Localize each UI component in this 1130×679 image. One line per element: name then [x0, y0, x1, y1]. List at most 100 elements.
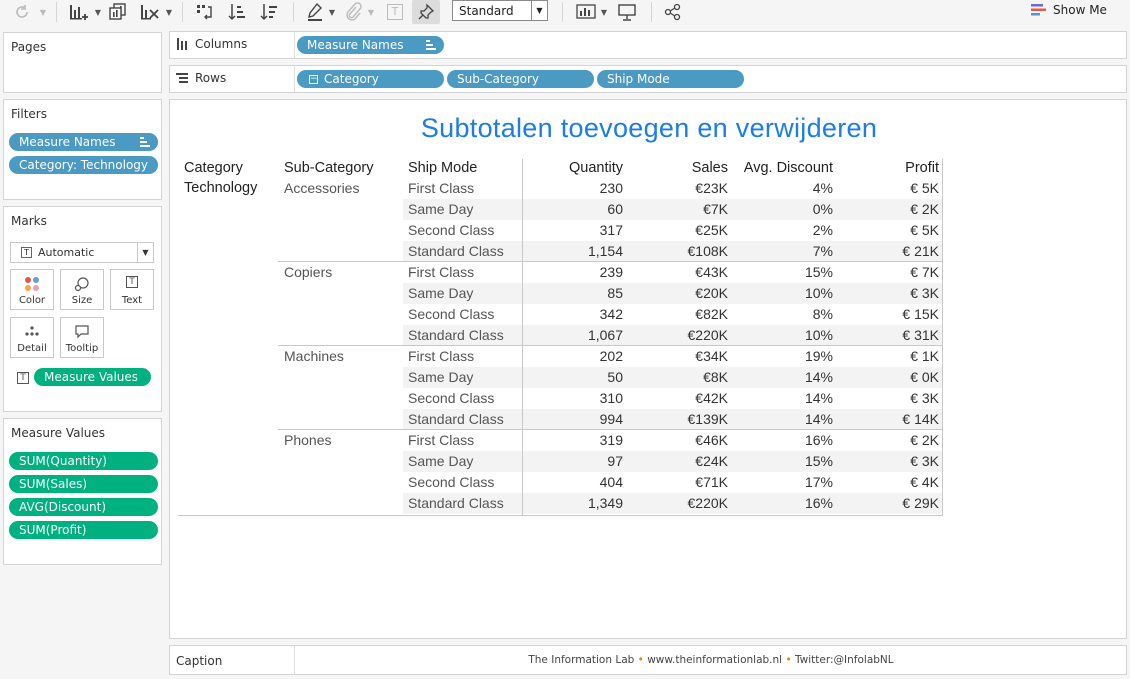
sales-cell[interactable]: €82K	[695, 306, 728, 322]
quantity-cell[interactable]: 342	[599, 306, 623, 322]
quantity-cell[interactable]: 994	[599, 411, 623, 427]
text-card[interactable]: T Text	[110, 269, 154, 310]
quantity-cell[interactable]: 60	[607, 201, 623, 217]
ship-mode-cell[interactable]: Second Class	[408, 222, 495, 238]
profit-cell[interactable]: € 2K	[910, 432, 939, 448]
profit-cell[interactable]: € 5K	[910, 222, 939, 238]
sales-cell[interactable]: €25K	[695, 222, 728, 238]
ship-mode-cell[interactable]: First Class	[408, 432, 475, 448]
color-card[interactable]: Color	[10, 269, 54, 310]
header-sub-category[interactable]: Sub-Category	[284, 160, 374, 176]
discount-cell[interactable]: 17%	[804, 474, 833, 490]
sub-category-cell[interactable]: Machines	[284, 348, 344, 364]
ship-mode-cell[interactable]: Standard Class	[408, 495, 504, 511]
sales-cell[interactable]: €42K	[695, 390, 728, 406]
profit-cell[interactable]: € 0K	[910, 369, 939, 385]
discount-cell[interactable]: 4%	[812, 180, 833, 196]
clear-sheet-dropdown-icon[interactable]: ▼	[165, 7, 173, 17]
discount-cell[interactable]: 7%	[812, 243, 833, 259]
discount-cell[interactable]: 16%	[804, 432, 833, 448]
sub-category-cell[interactable]: Copiers	[284, 264, 333, 280]
sales-cell[interactable]: €71K	[695, 474, 728, 490]
quantity-cell[interactable]: 97	[607, 453, 623, 469]
ship-mode-cell[interactable]: Standard Class	[408, 327, 504, 343]
profit-cell[interactable]: € 21K	[902, 243, 939, 259]
profit-cell[interactable]: € 4K	[910, 474, 939, 490]
quantity-cell[interactable]: 50	[607, 369, 623, 385]
rows-pill-category[interactable]: − Category	[297, 70, 444, 88]
header-quantity[interactable]: Quantity	[569, 160, 623, 176]
mark-type-select[interactable]: T Automatic ▼	[10, 242, 154, 263]
filters-shelf[interactable]: Filters Measure Names Category: Technolo…	[3, 99, 162, 200]
group-members-icon[interactable]	[343, 2, 363, 22]
ship-mode-cell[interactable]: Second Class	[408, 390, 495, 406]
quantity-cell[interactable]: 404	[599, 474, 623, 490]
ship-mode-cell[interactable]: Standard Class	[408, 243, 504, 259]
sales-cell[interactable]: €108K	[687, 243, 728, 259]
profit-cell[interactable]: € 3K	[910, 390, 939, 406]
quantity-cell[interactable]: 202	[599, 348, 623, 364]
quantity-cell[interactable]: 310	[599, 390, 623, 406]
sales-cell[interactable]: €220K	[687, 495, 728, 511]
profit-cell[interactable]: € 15K	[902, 306, 939, 322]
show-mark-labels-icon[interactable]: T	[385, 2, 405, 22]
discount-cell[interactable]: 14%	[804, 411, 833, 427]
sort-ascending-icon[interactable]	[226, 2, 248, 22]
ship-mode-cell[interactable]: First Class	[408, 264, 475, 280]
profit-cell[interactable]: € 31K	[902, 327, 939, 343]
profit-cell[interactable]: € 2K	[910, 201, 939, 217]
detail-card[interactable]: Detail	[10, 317, 54, 358]
header-sales[interactable]: Sales	[691, 160, 728, 176]
profit-cell[interactable]: € 3K	[910, 285, 939, 301]
filter-pill-category[interactable]: Category: Technology	[9, 156, 158, 174]
sub-category-cell[interactable]: Accessories	[284, 180, 360, 196]
header-category[interactable]: Category	[184, 160, 243, 176]
discount-cell[interactable]: 15%	[804, 453, 833, 469]
quantity-cell[interactable]: 239	[599, 264, 623, 280]
columns-pill-measure-names[interactable]: Measure Names	[297, 36, 444, 54]
discount-cell[interactable]: 19%	[804, 348, 833, 364]
measure-pill-quantity[interactable]: SUM(Quantity)	[9, 452, 158, 470]
profit-cell[interactable]: € 14K	[902, 411, 939, 427]
sub-category-cell[interactable]: Phones	[284, 432, 332, 448]
clear-sheet-icon[interactable]	[138, 2, 162, 22]
discount-cell[interactable]: 14%	[804, 369, 833, 385]
discount-cell[interactable]: 10%	[804, 285, 833, 301]
columns-shelf[interactable]: Columns Measure Names	[169, 31, 1127, 59]
sales-cell[interactable]: €34K	[695, 348, 728, 364]
group-dropdown-icon[interactable]: ▼	[367, 7, 375, 17]
sales-cell[interactable]: €220K	[687, 327, 728, 343]
filter-pill-measure-names[interactable]: Measure Names	[9, 133, 158, 151]
quantity-cell[interactable]: 1,154	[587, 243, 623, 259]
sort-descending-icon[interactable]	[258, 2, 280, 22]
show-hide-cards-icon[interactable]	[574, 2, 598, 22]
header-profit[interactable]: Profit	[905, 160, 939, 176]
fit-select[interactable]: Standard ▼	[452, 0, 548, 21]
size-card[interactable]: Size	[60, 269, 104, 310]
profit-cell[interactable]: € 5K	[910, 180, 939, 196]
header-ship-mode[interactable]: Ship Mode	[408, 160, 478, 176]
ship-mode-cell[interactable]: Same Day	[408, 285, 474, 301]
sales-cell[interactable]: €24K	[695, 453, 728, 469]
profit-cell[interactable]: € 3K	[910, 453, 939, 469]
marks-pill-measure-values[interactable]: Measure Values	[34, 368, 151, 386]
discount-cell[interactable]: 2%	[812, 222, 833, 238]
sales-cell[interactable]: €46K	[695, 432, 728, 448]
fix-axes-pin-icon[interactable]	[412, 0, 440, 24]
share-icon[interactable]	[662, 2, 684, 22]
quantity-cell[interactable]: 230	[599, 180, 623, 196]
quantity-cell[interactable]: 1,067	[587, 327, 623, 343]
collapse-icon[interactable]: −	[309, 73, 318, 84]
measure-values-shelf[interactable]: Measure Values SUM(Quantity) SUM(Sales) …	[3, 418, 162, 565]
rows-pill-ship-mode[interactable]: Ship Mode	[597, 70, 744, 88]
new-worksheet-dropdown-icon[interactable]: ▼	[94, 7, 102, 17]
sales-cell[interactable]: €139K	[687, 411, 728, 427]
measure-pill-profit[interactable]: SUM(Profit)	[9, 521, 158, 539]
category-cell[interactable]: Technology	[184, 180, 258, 196]
ship-mode-cell[interactable]: Second Class	[408, 306, 495, 322]
discount-cell[interactable]: 16%	[804, 495, 833, 511]
discount-cell[interactable]: 15%	[804, 264, 833, 280]
presentation-mode-icon[interactable]	[615, 2, 639, 22]
quantity-cell[interactable]: 319	[599, 432, 623, 448]
cards-dropdown-icon[interactable]: ▼	[600, 7, 608, 17]
